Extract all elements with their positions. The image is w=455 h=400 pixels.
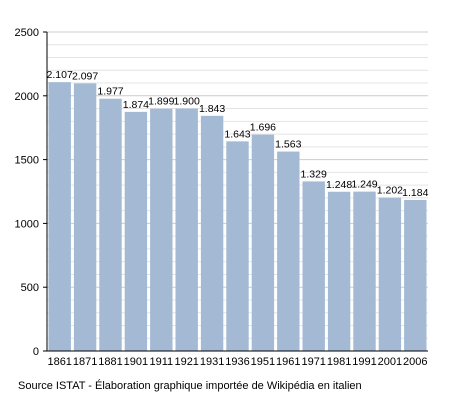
data-label: 1.874 — [123, 99, 149, 111]
data-label: 1.184 — [402, 187, 428, 199]
data-label: 1.202 — [377, 185, 403, 197]
x-tick-label: 1921 — [174, 356, 198, 368]
bar — [404, 199, 427, 351]
data-label: 1.900 — [174, 96, 200, 108]
data-label: 2.097 — [72, 70, 98, 82]
y-tick-label: 0 — [33, 346, 39, 358]
x-tick-label: 1871 — [73, 356, 97, 368]
bar — [124, 111, 148, 352]
x-tick-label: 1911 — [149, 356, 173, 368]
x-tick-label: 1861 — [47, 356, 71, 368]
data-label: 1.977 — [97, 86, 123, 98]
bar — [353, 191, 376, 351]
x-tick-label: 1936 — [225, 356, 249, 368]
data-label: 1.248 — [326, 179, 352, 191]
y-tick-label: 2000 — [15, 91, 39, 103]
data-label: 1.329 — [301, 168, 327, 180]
bar — [99, 98, 122, 351]
y-tick-label: 1000 — [15, 218, 39, 230]
bar — [302, 181, 325, 351]
x-tick-label: 2006 — [403, 356, 427, 368]
bar — [175, 108, 198, 351]
x-tick-label: 1971 — [301, 356, 325, 368]
bar — [150, 108, 173, 352]
source-caption: Source ISTAT - Élaboration graphique imp… — [18, 380, 362, 392]
data-label: 1.249 — [351, 179, 377, 191]
x-tick-label: 1931 — [200, 356, 224, 368]
y-tick-label: 2500 — [15, 27, 39, 39]
bar — [226, 141, 249, 351]
data-label: 1.563 — [275, 139, 301, 151]
data-label: 1.843 — [199, 103, 225, 115]
data-label: 2.107 — [47, 69, 73, 81]
bar — [378, 197, 402, 351]
x-tick-label: 1961 — [276, 356, 300, 368]
x-tick-label: 1881 — [98, 356, 122, 368]
data-label: 1.643 — [224, 128, 250, 140]
x-tick-label: 2001 — [378, 356, 402, 368]
x-tick-label: 1951 — [251, 356, 275, 368]
bar — [251, 134, 275, 351]
x-tick-label: 1901 — [124, 356, 148, 368]
bar — [48, 82, 71, 352]
y-tick-label: 500 — [21, 282, 39, 294]
bar — [200, 115, 224, 352]
y-tick-label: 1500 — [15, 155, 39, 167]
bar — [73, 83, 97, 352]
bar — [327, 191, 351, 351]
data-label: 1.899 — [148, 96, 174, 108]
x-tick-label: 1991 — [352, 356, 376, 368]
bar — [277, 151, 300, 351]
data-label: 1.696 — [250, 122, 276, 134]
x-tick-label: 1981 — [327, 356, 351, 368]
